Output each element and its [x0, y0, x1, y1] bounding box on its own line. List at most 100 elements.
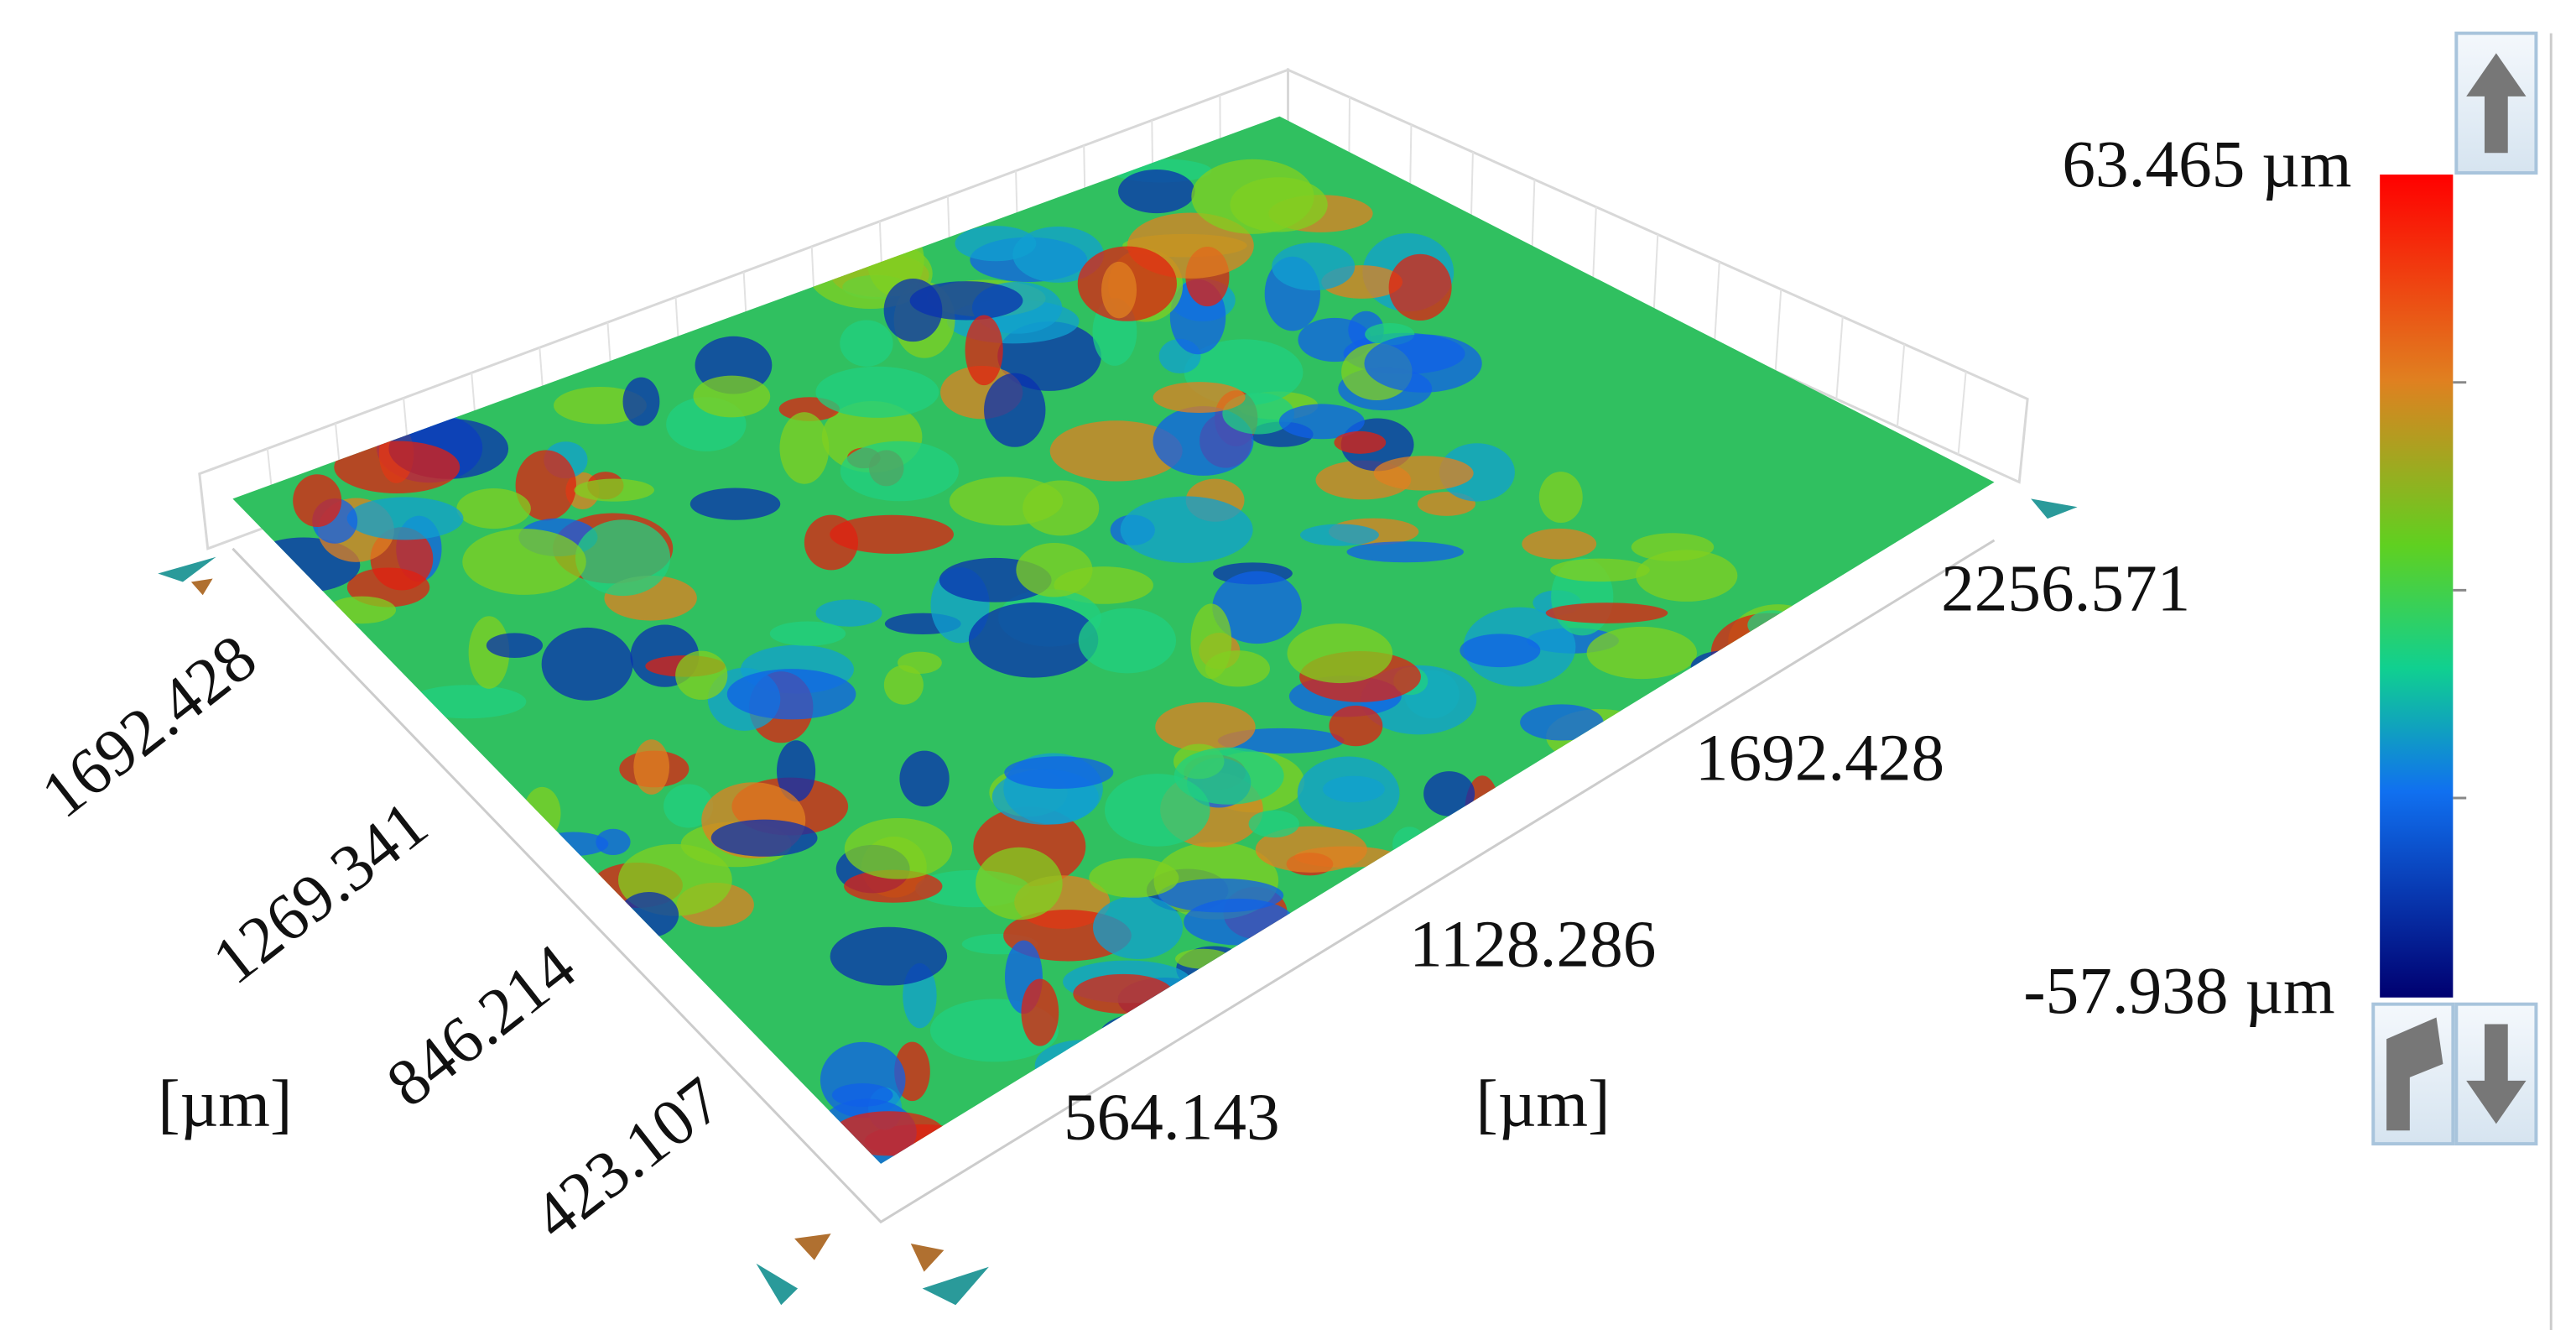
relief-patch — [1120, 496, 1253, 563]
relief-patch — [1175, 948, 1231, 969]
relief-patch — [968, 602, 1099, 678]
relief-patch — [830, 514, 955, 554]
relief-patch — [574, 478, 654, 502]
relief-patch — [984, 373, 1046, 447]
relief-patch — [779, 412, 830, 484]
relief-patch — [1248, 810, 1299, 838]
wall-grid-line — [1957, 371, 1967, 455]
relief-patch — [1392, 827, 1427, 863]
relief-patch — [1586, 626, 1698, 680]
relief-patch — [976, 847, 1063, 921]
relief-patch — [1255, 826, 1367, 873]
relief-patch — [575, 519, 671, 597]
relief-patch — [1545, 602, 1668, 623]
relief-patch — [1500, 812, 1559, 880]
relief-patch — [883, 665, 924, 705]
relief-patch — [1278, 404, 1365, 440]
relief-patch — [965, 315, 1003, 386]
relief-patch — [883, 278, 943, 342]
relief-patch — [334, 441, 461, 494]
relief-patch — [1272, 243, 1356, 291]
relief-patch — [293, 474, 342, 527]
relief-patch — [1491, 832, 1538, 886]
relief-patch — [1346, 541, 1465, 563]
relief-patch — [1092, 895, 1184, 959]
wall-grid-line — [1714, 261, 1720, 344]
relief-patch — [1073, 973, 1174, 1014]
rotation-handles — [158, 498, 2078, 1306]
relief-patch — [664, 784, 714, 828]
relief-patch — [1021, 978, 1059, 1046]
relief-patch — [1049, 420, 1183, 482]
relief-patch — [675, 650, 728, 700]
relief-patch — [710, 819, 818, 857]
relief-patch — [1735, 630, 1807, 665]
relief-patch — [1118, 170, 1195, 214]
relief-patch — [1153, 382, 1246, 413]
right-axis-tick: 2256.571 — [1941, 551, 2190, 625]
relief-patch — [1329, 705, 1383, 747]
relief-patch — [618, 892, 679, 938]
relief-patch — [1520, 704, 1604, 741]
relief-patch — [538, 832, 609, 857]
relief-patch — [1364, 334, 1482, 393]
relief-patch — [1636, 550, 1738, 602]
relief-patch — [1016, 543, 1093, 597]
relief-patch — [1460, 634, 1541, 668]
color-scale — [2380, 175, 2454, 998]
relief-patch — [1728, 604, 1829, 678]
relief-patch — [1550, 558, 1650, 582]
base-edge — [232, 539, 1996, 1224]
scale-down-button[interactable] — [2454, 1002, 2538, 1146]
relief-patch — [1501, 871, 1573, 910]
left-axis-tick: 846.214 — [373, 930, 589, 1121]
relief-patch — [1174, 747, 1284, 805]
scale-up-button[interactable] — [2454, 31, 2538, 175]
relief-patch — [898, 651, 942, 674]
relief-patch — [690, 488, 781, 520]
relief-patch — [840, 441, 959, 502]
relief-patch — [777, 740, 816, 802]
relief-patch — [844, 869, 943, 903]
relief-patch — [1373, 456, 1474, 491]
relief-patch — [1158, 878, 1284, 913]
relief-patch — [840, 320, 893, 367]
relief-patch — [346, 497, 464, 540]
relief-patch — [1690, 650, 1757, 683]
relief-patch — [1334, 430, 1387, 454]
relief-patch — [844, 817, 953, 879]
relief-patch — [831, 1083, 893, 1107]
color-scale-min: -57.938 µm — [2023, 954, 2334, 1028]
right-axis-tick: 1692.428 — [1695, 722, 1944, 795]
right-axis-tick: 564.143 — [1064, 1081, 1280, 1155]
relief-patch — [1322, 775, 1385, 803]
relief-patch — [622, 377, 660, 426]
relief-patch — [1538, 472, 1583, 524]
relief-patch — [726, 669, 856, 720]
relief-patch — [899, 750, 950, 807]
right-axis-tick: 1128.286 — [1409, 907, 1656, 981]
relief-patch — [1191, 159, 1314, 234]
scale-reset-button[interactable] — [2371, 1002, 2455, 1146]
relief-patch — [1423, 771, 1475, 816]
relief-patch — [456, 488, 531, 529]
relief-patch — [327, 596, 397, 624]
relief-patch — [769, 621, 846, 646]
relief-patch — [1747, 610, 1798, 640]
relief-patch — [1155, 702, 1256, 752]
relief-patch — [1190, 603, 1232, 680]
left-axis-tick: 1269.341 — [199, 787, 440, 999]
left-axis-tick: 423.107 — [520, 1063, 736, 1254]
right-axis-unit: [µm] — [1475, 1067, 1610, 1141]
relief-patch — [462, 529, 586, 595]
relief-patch — [1522, 528, 1597, 560]
relief-patch — [523, 786, 561, 840]
color-scale-max: 63.465 µm — [2062, 128, 2351, 201]
wall-grid-line — [1896, 344, 1906, 427]
relief-patch — [1299, 524, 1379, 546]
relief-patch — [1004, 756, 1114, 789]
relief-patch — [955, 226, 1037, 262]
relief-patch — [1631, 533, 1715, 561]
